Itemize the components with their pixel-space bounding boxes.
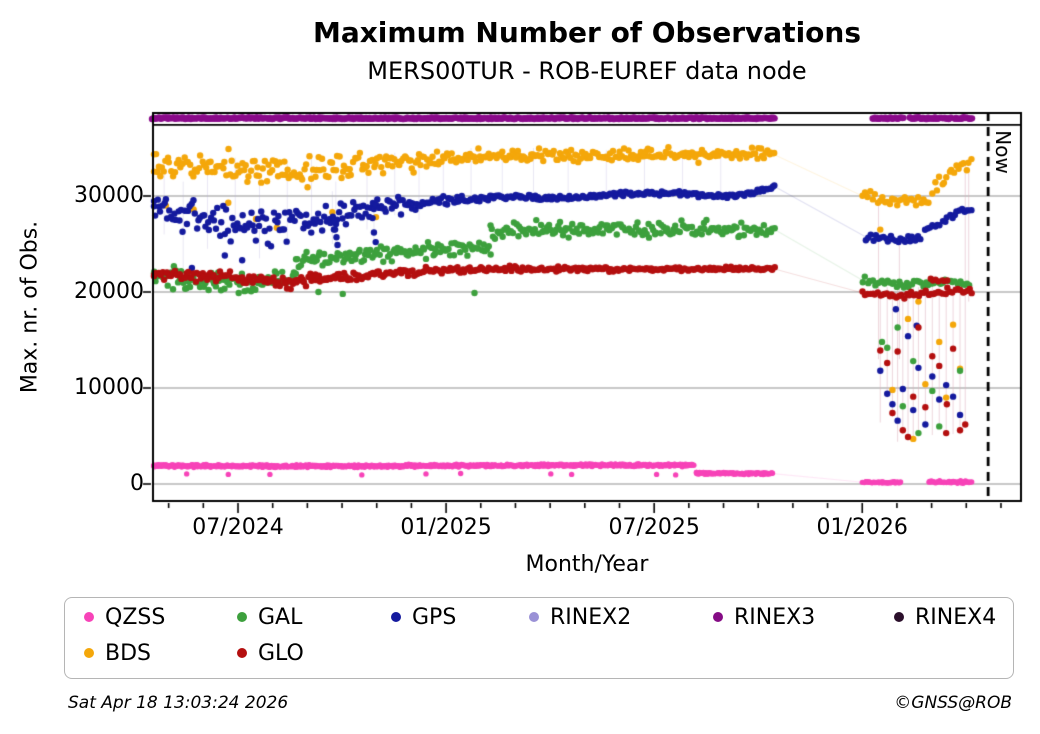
gps-marker-icon (391, 612, 401, 622)
bds-marker-icon (84, 648, 94, 658)
legend-item-gal: GAL (237, 605, 302, 631)
legend-item-label: GPS (412, 605, 457, 630)
glo-marker-icon (237, 648, 247, 658)
qzss-marker-icon (84, 612, 94, 622)
rinex4-marker-icon (894, 612, 904, 622)
x-tick-label: 01/2025 (400, 515, 492, 540)
rinex2-marker-icon (529, 612, 539, 622)
x-axis-label: Month/Year (525, 552, 649, 577)
legend-item-label: QZSS (105, 605, 166, 630)
now-label: Now (991, 130, 1015, 174)
legend-item-label: RINEX4 (915, 605, 997, 630)
chart-subtitle: MERS00TUR - ROB-EUREF data node (367, 57, 807, 85)
y-axis-label: Max. nr. of Obs. (17, 220, 43, 394)
legend-item-label: BDS (105, 641, 151, 666)
footer-copyright: ©GNSS@ROB (894, 693, 1012, 713)
legend: QZSS GAL GPS RINEX2 RINEX3 RINEX4 BDS GLO (64, 597, 1014, 679)
gal-marker-icon (237, 612, 247, 622)
y-tick-label: 0 (130, 471, 144, 496)
legend-item-bds: BDS (84, 641, 151, 667)
y-tick-label: 30000 (74, 183, 144, 208)
rinex3-marker-icon (713, 612, 723, 622)
x-tick-label: 07/2024 (192, 515, 284, 540)
y-tick-label: 20000 (74, 279, 144, 304)
legend-item-label: GAL (258, 605, 303, 630)
y-tick-label: 10000 (74, 375, 144, 400)
legend-item-qzss: QZSS (84, 605, 165, 631)
chart-title: Maximum Number of Observations (312, 16, 862, 49)
x-tick-label: 07/2025 (608, 515, 700, 540)
legend-item-label: GLO (258, 641, 304, 666)
legend-item-rinex3: RINEX3 (713, 605, 815, 631)
x-tick-label: 01/2026 (816, 515, 908, 540)
footer-timestamp: Sat Apr 18 13:03:24 2026 (68, 693, 289, 713)
legend-item-glo: GLO (237, 641, 304, 667)
legend-item-gps: GPS (391, 605, 456, 631)
legend-item-rinex4: RINEX4 (894, 605, 996, 631)
legend-item-label: RINEX2 (550, 605, 632, 630)
legend-item-rinex2: RINEX2 (529, 605, 631, 631)
legend-item-label: RINEX3 (734, 605, 816, 630)
